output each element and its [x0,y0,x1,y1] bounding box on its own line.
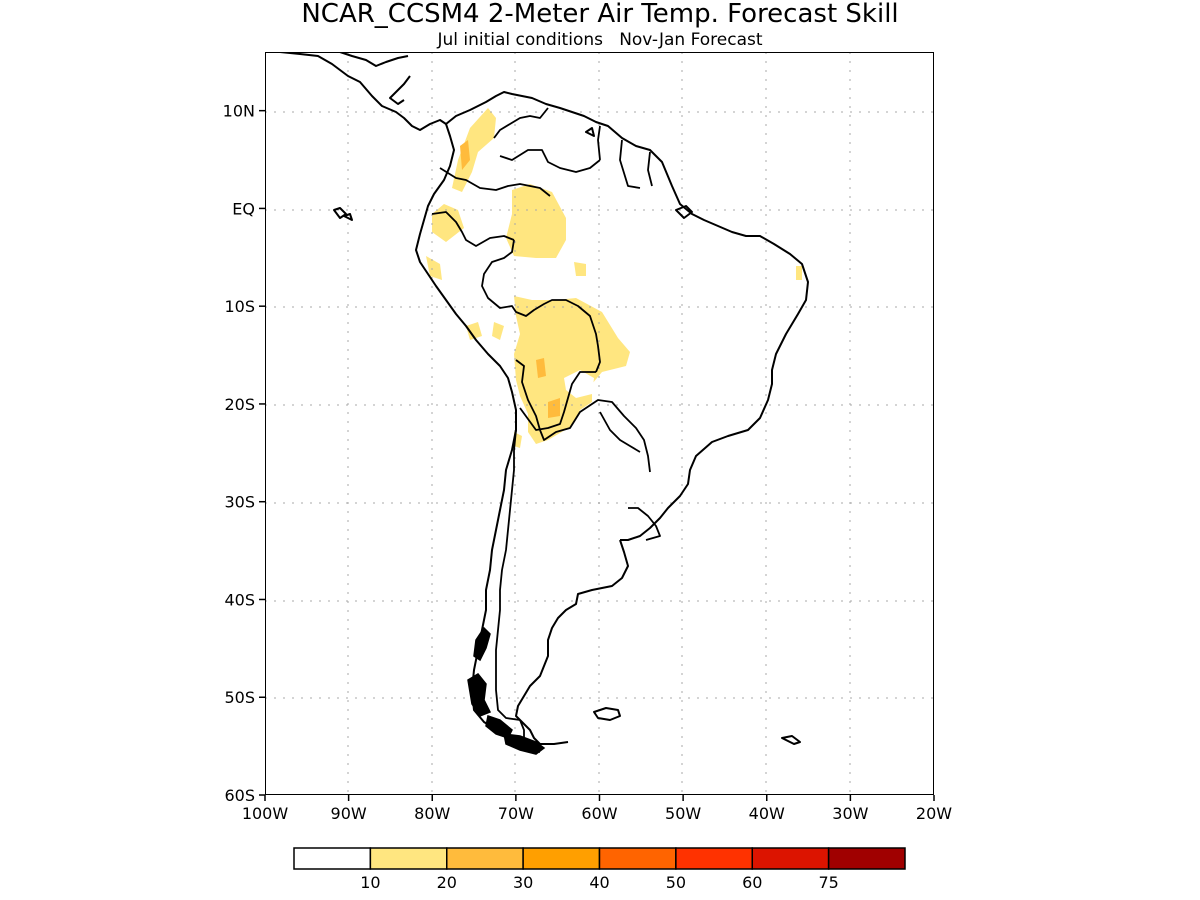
colorbar-label: 50 [666,873,686,892]
y-tick-label: 10N [223,102,255,121]
x-tick-label: 80W [414,804,450,823]
colorbar-swatch [827,847,906,870]
x-tick-label: 100W [242,804,289,823]
x-tick-label: 30W [832,804,868,823]
colorbar-swatch [598,847,677,870]
figure-subtitle: Jul initial conditions Nov-Jan Forecast [436,30,762,50]
y-tick-label: 50S [224,688,255,707]
colorbar: 10 20 30 40 50 60 75 [293,847,906,892]
map-axes: 100W 90W 80W 70W 60W 50W 40W 30W 20W 10N EQ 10S 20S 3… [223,102,953,823]
skill-shading-10-20 [426,108,802,448]
coastline [279,52,809,753]
colorbar-swatch [369,847,448,870]
y-tick-label: 10S [224,297,255,316]
colorbar-label: 10 [360,873,380,892]
y-tick-label: 20S [224,395,255,414]
x-tick-label: 20W [916,804,952,823]
colorbar-swatch [293,847,372,870]
colorbar-swatch [751,847,830,870]
y-tick-label: EQ [232,199,255,218]
colorbar-swatch [446,847,524,870]
y-tick-label: 60S [224,786,255,805]
fjord-coastline [467,626,546,755]
x-tick-label: 90W [331,804,367,823]
y-tick-label: 30S [224,493,255,512]
x-tick-label: 50W [665,804,701,823]
colorbar-label: 75 [818,873,838,892]
figure-title: NCAR_CCSM4 2-Meter Air Temp. Forecast Sk… [301,0,898,29]
x-tick-label: 60W [581,804,617,823]
skill-shading-gap [564,370,594,398]
y-tick-label: 40S [224,590,255,609]
x-tick-label: 70W [498,804,534,823]
map-plot-area [265,52,934,795]
country-borders [431,107,661,744]
colorbar-swatch [522,847,601,870]
skill-shading-20-30 [460,140,560,418]
map-gridlines [265,52,934,795]
colorbar-label: 40 [589,873,609,892]
x-tick-label: 40W [749,804,785,823]
colorbar-label: 60 [742,873,762,892]
colorbar-label: 20 [437,873,457,892]
colorbar-label: 30 [513,873,533,892]
colorbar-swatch [675,847,753,870]
